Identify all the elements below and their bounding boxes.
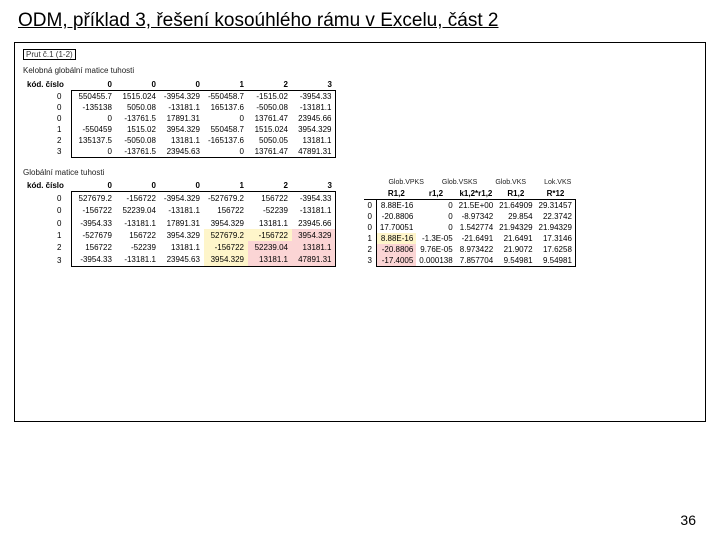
right-block: Glob.VPKSGlob.VSKSGlob.VKSLok.VKS R1,2r1…: [364, 179, 575, 267]
right-tables: R1,2r1,2k1,2*r1,2R1,2R*1208.88E-16021.5E…: [364, 188, 575, 267]
matrix2-row: kód. číslo0001230527679.2-156722-3954.32…: [23, 179, 697, 267]
right-group-headers: Glob.VPKSGlob.VSKSGlob.VKSLok.VKS: [364, 179, 575, 186]
slide-title: ODM, příklad 3, řešení kosoúhlého rámu v…: [0, 0, 720, 38]
page-number: 36: [680, 512, 696, 528]
content-frame: Prut č.1 (1-2) Kelobná globální matice t…: [14, 42, 706, 422]
matrix1-table: kód. číslo0001230550455.71515.024-3954.3…: [23, 79, 336, 158]
matrix2-label: Globální matice tuhosti: [23, 168, 697, 177]
matrix1-container: kód. číslo0001230550455.71515.024-3954.3…: [23, 79, 697, 158]
matrix1-label: Kelobná globální matice tuhosti: [23, 66, 697, 75]
prut-box: Prut č.1 (1-2): [23, 49, 697, 60]
matrix2-table: kód. číslo0001230527679.2-156722-3954.32…: [23, 179, 336, 267]
